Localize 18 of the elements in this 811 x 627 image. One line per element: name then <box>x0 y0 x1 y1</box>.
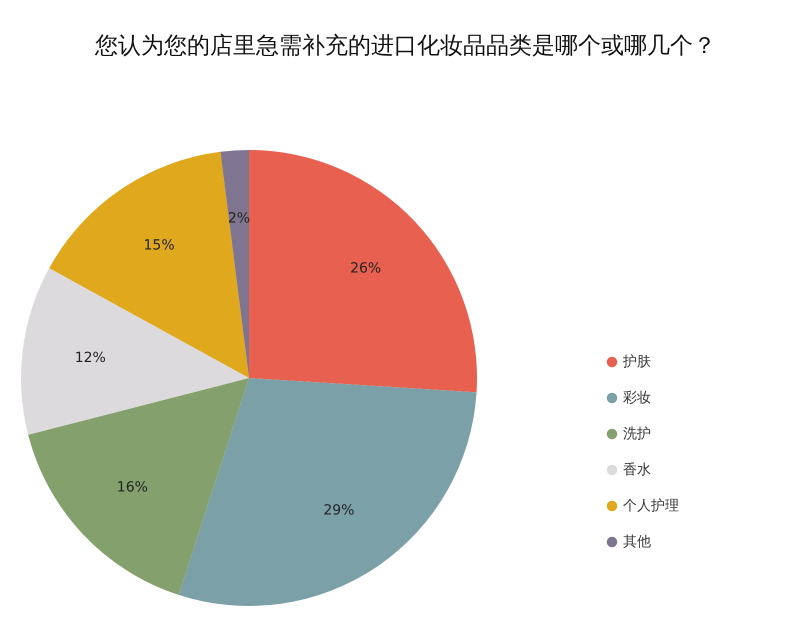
pie-slice <box>220 150 249 378</box>
data-label: 16% <box>116 480 148 496</box>
chart-title: 您认为您的店里急需补充的进口化妆品品类是哪个或哪几个？ <box>94 33 716 59</box>
pie-slice <box>21 268 249 435</box>
data-label: 12% <box>74 350 106 366</box>
legend-label: 其他 <box>623 534 651 550</box>
data-label: 26% <box>350 260 382 276</box>
legend-label: 洗护 <box>623 426 651 442</box>
data-label: 15% <box>144 238 175 254</box>
legend-label: 彩妆 <box>623 390 651 406</box>
pie-slice <box>178 378 477 606</box>
legend-label: 香水 <box>623 462 651 478</box>
legend-label: 个人护理 <box>623 498 679 514</box>
legend-label: 护肤 <box>622 354 651 370</box>
data-label: 29% <box>323 502 354 518</box>
pie-slice <box>49 152 249 378</box>
pie-slice <box>28 378 249 595</box>
pie-slice <box>249 150 477 392</box>
